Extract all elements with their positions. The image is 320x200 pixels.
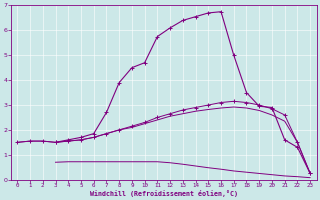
X-axis label: Windchill (Refroidissement éolien,°C): Windchill (Refroidissement éolien,°C) — [90, 190, 238, 197]
